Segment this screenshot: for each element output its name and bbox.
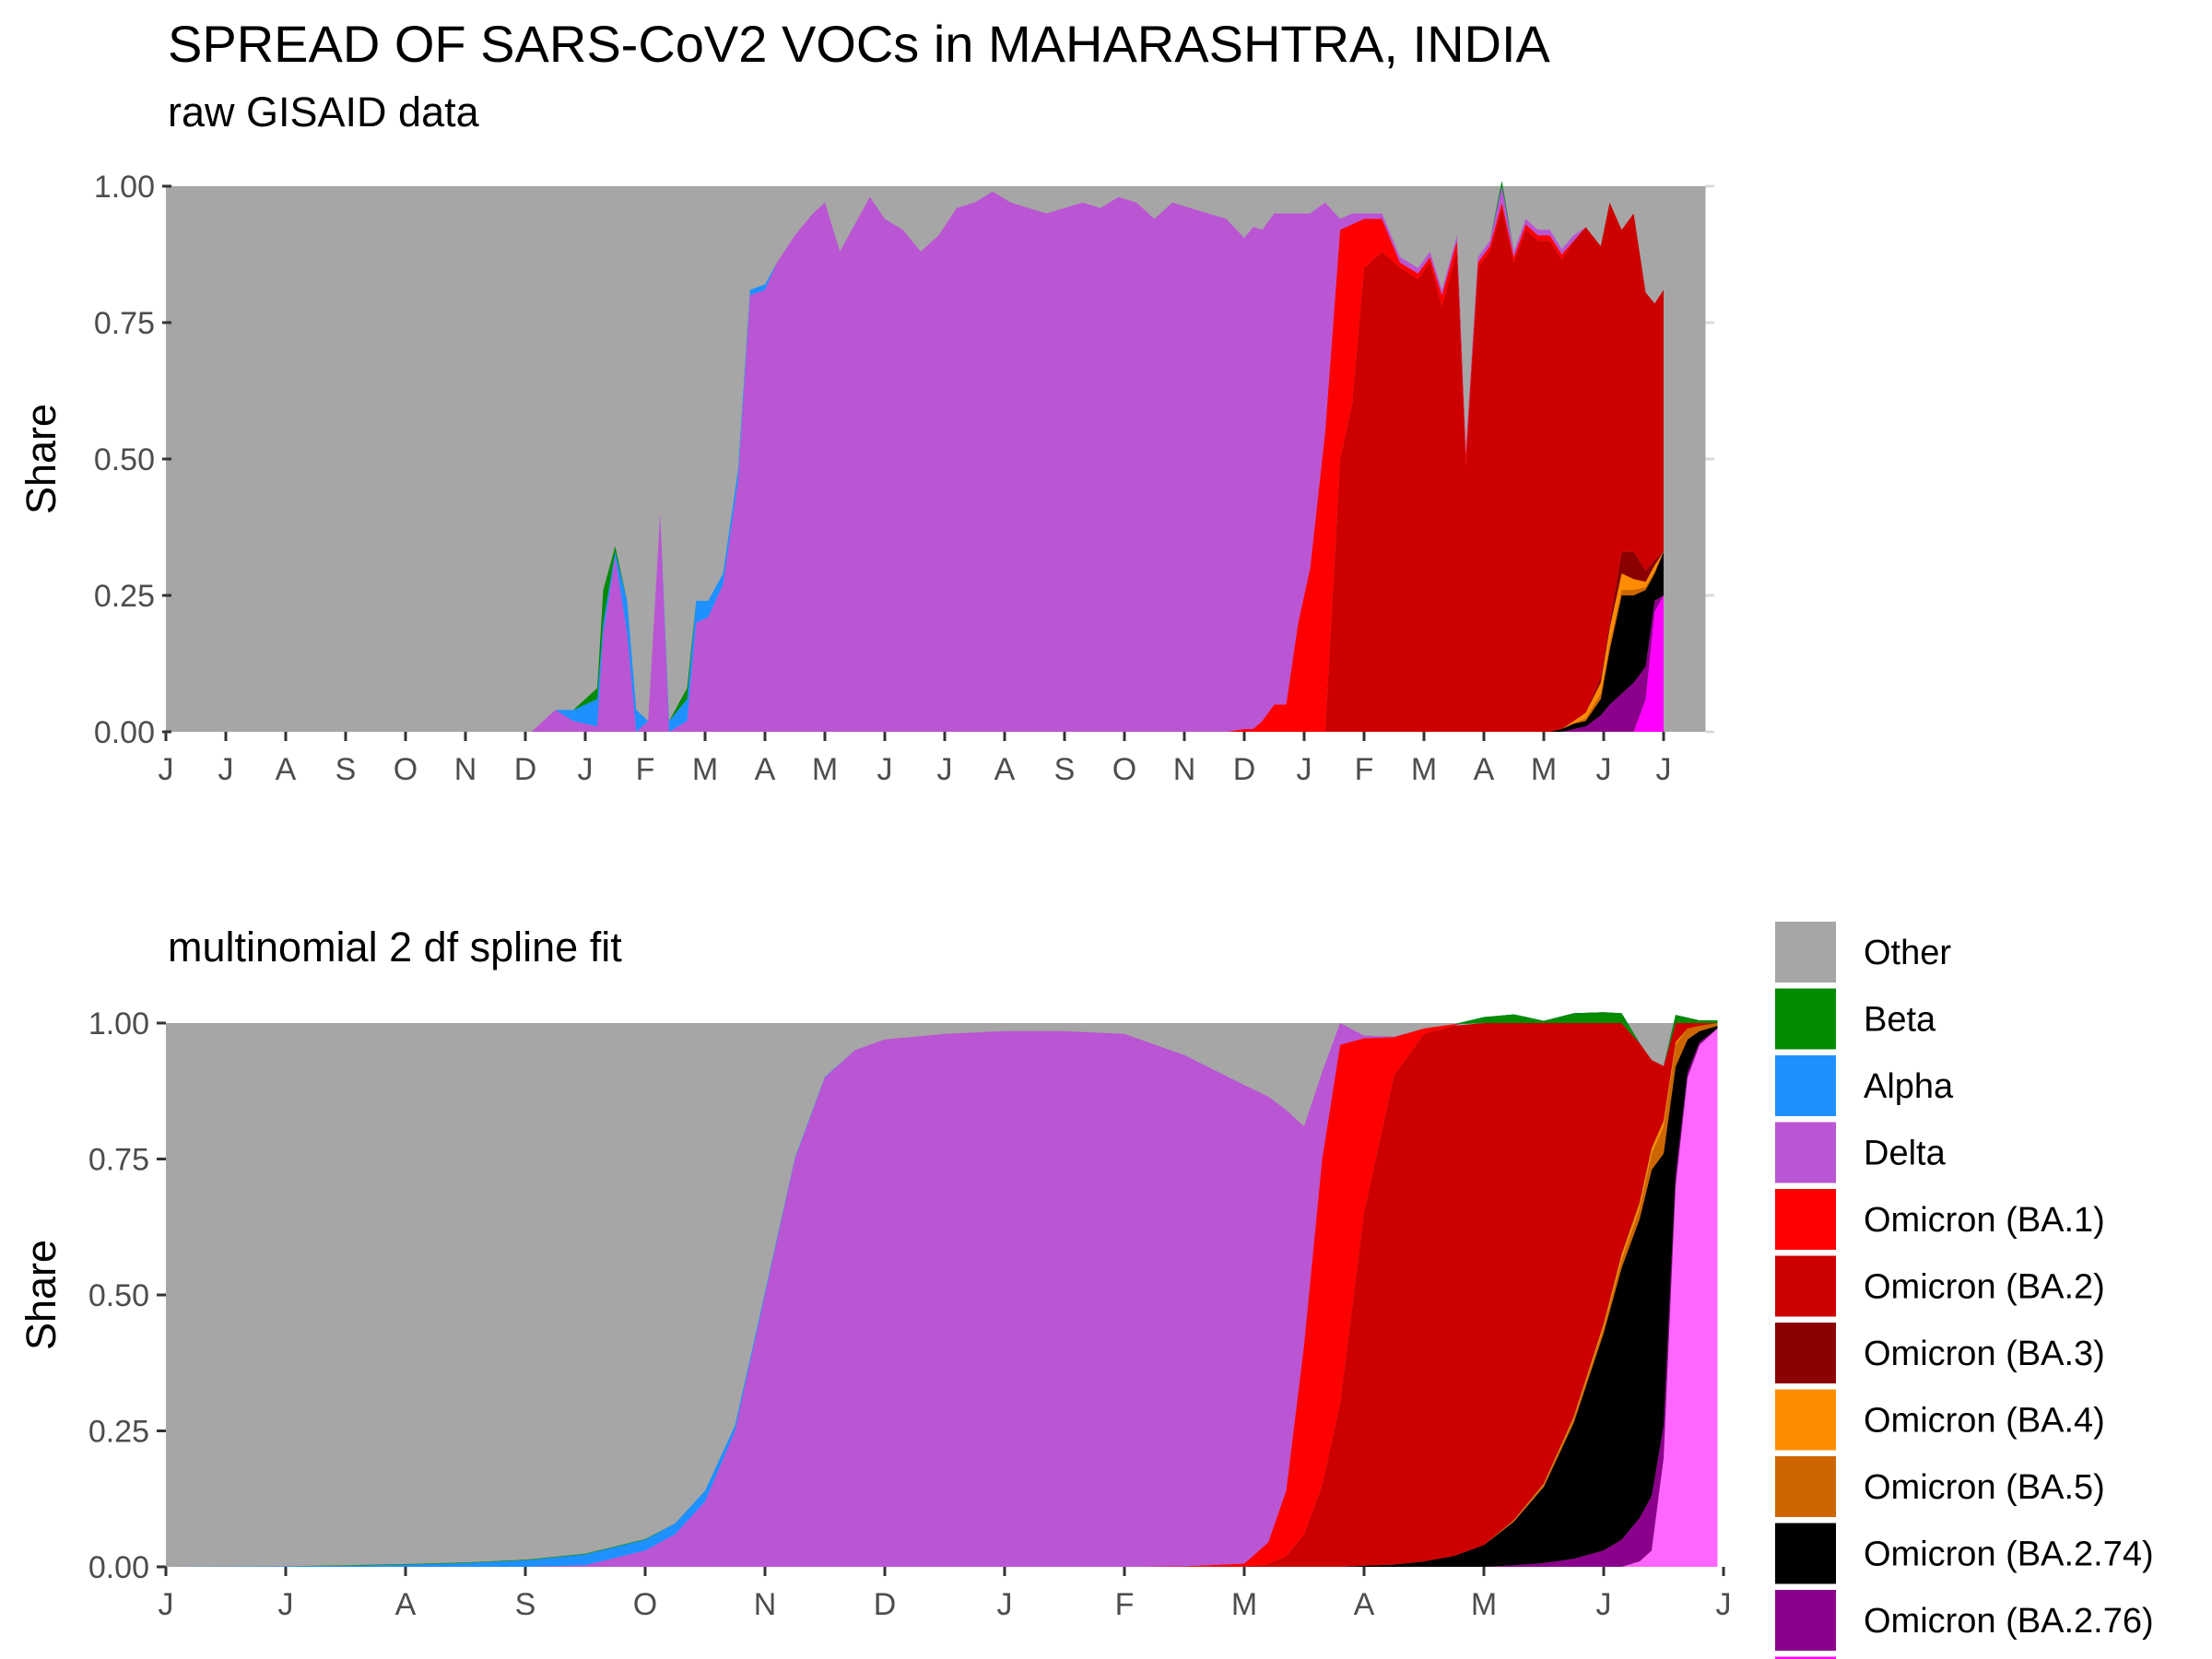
top-area-omicron-ba-2 — [166, 202, 1664, 733]
top-ytick-label: 0.75 — [94, 306, 155, 341]
legend-label-omicron-ba-2: Omicron (BA.2) — [1864, 1268, 2105, 1307]
legend-key-omicron-ba-2-74 — [1775, 1523, 1836, 1584]
top-xtick-label: A — [276, 752, 297, 787]
top-panel: 0.00 0.25 0.50 0.75 1.00 J J A S O N D J F M A M J J A S O N D J… — [18, 170, 1714, 787]
legend-key-omicron-ba-1 — [1775, 1189, 1836, 1250]
legend: Other Beta Alpha Delta Omicron (BA.1) Omicron… — [1775, 922, 2154, 1659]
top-xtick-label: A — [1474, 752, 1495, 787]
legend-label-omicron-ba-2-76: Omicron (BA.2.76) — [1864, 1602, 2154, 1641]
bottom-xtick-label: F — [1115, 1587, 1135, 1622]
top-xtick-label: J — [1297, 752, 1312, 787]
top-xtick-label: J — [578, 752, 594, 787]
legend-label-omicron-ba-2-74: Omicron (BA.2.74) — [1864, 1535, 2154, 1574]
top-chart-subtitle: raw GISAID data — [168, 88, 479, 135]
top-xtick-label: O — [394, 752, 418, 787]
top-xtick-label: A — [755, 752, 776, 787]
top-xtick-label: J — [937, 752, 953, 787]
legend-label-omicron-ba-3: Omicron (BA.3) — [1864, 1335, 2105, 1373]
bottom-xtick-label: J — [1596, 1587, 1612, 1622]
bottom-xtick-label: M — [1471, 1587, 1497, 1622]
bottom-xtick-label: O — [633, 1587, 657, 1622]
bottom-xtick-label: J — [278, 1587, 294, 1622]
bottom-xtick-label: J — [159, 1587, 174, 1622]
bottom-area-delta — [166, 1012, 1718, 1567]
top-ytick-label: 0.50 — [94, 442, 155, 477]
top-xtick-label: J — [1656, 752, 1672, 787]
legend-key-omicron-ba-2-76 — [1775, 1590, 1836, 1651]
bottom-xtick-label: M — [1231, 1587, 1257, 1622]
top-xtick-label: N — [454, 752, 477, 787]
bottom-xtick-label: D — [874, 1587, 897, 1622]
top-xtick-label: O — [1112, 752, 1136, 787]
legend-key-omicron-ba-3 — [1775, 1323, 1836, 1383]
legend-key-omicron-ba-2 — [1775, 1255, 1836, 1317]
bottom-ytick-label: 0.75 — [88, 1143, 149, 1178]
bottom-xtick-label: N — [754, 1587, 777, 1622]
bottom-ytick-label: 1.00 — [88, 1006, 149, 1041]
top-area-delta — [166, 186, 1664, 732]
legend-key-alpha — [1775, 1055, 1836, 1116]
bottom-xtick-label: A — [1354, 1587, 1375, 1622]
bottom-area-omicron-ba-2 — [166, 1023, 1718, 1567]
bottom-ylabel: Share — [18, 1240, 65, 1350]
top-xtick-label: F — [636, 752, 655, 787]
top-xtick-label: F — [1355, 752, 1374, 787]
bottom-ytick-label: 0.00 — [88, 1550, 149, 1585]
legend-label-alpha: Alpha — [1864, 1067, 1954, 1106]
bottom-xtick-label: J — [997, 1587, 1013, 1622]
legend-label-other: Other — [1864, 934, 1951, 972]
top-xtick-label: M — [812, 752, 838, 787]
top-xtick-label: M — [1411, 752, 1437, 787]
bottom-ytick-label: 0.25 — [88, 1415, 149, 1450]
bottom-area-omicron-ba-2-74 — [166, 1026, 1718, 1567]
legend-key-omicron-ba-2-75 — [1775, 1656, 1836, 1659]
bottom-chart-subtitle: multinomial 2 df spline fit — [168, 924, 622, 971]
top-xtick-label: N — [1173, 752, 1196, 787]
legend-label-omicron-ba-5: Omicron (BA.5) — [1864, 1468, 2105, 1507]
top-xtick-label: D — [514, 752, 537, 787]
top-xtick-label: J — [218, 752, 234, 787]
top-xtick-label: J — [159, 752, 174, 787]
top-xtick-label: M — [692, 752, 718, 787]
legend-key-omicron-ba-5 — [1775, 1456, 1836, 1517]
legend-key-omicron-ba-4 — [1775, 1389, 1836, 1451]
legend-label-delta: Delta — [1864, 1135, 1947, 1173]
top-xtick-label: A — [994, 752, 1016, 787]
top-xtick-label: S — [1054, 752, 1076, 787]
top-xtick-label: S — [335, 752, 357, 787]
bottom-ytick-label: 0.50 — [88, 1278, 149, 1313]
legend-label-omicron-ba-1: Omicron (BA.1) — [1864, 1201, 2105, 1240]
legend-label-omicron-ba-4: Omicron (BA.4) — [1864, 1402, 2105, 1441]
legend-key-other — [1775, 922, 1836, 982]
chart-title: SPREAD OF SARS-CoV2 VOCs in MAHARASHTRA,… — [168, 15, 1550, 73]
legend-label-beta: Beta — [1864, 1001, 1936, 1040]
bottom-xtick-label: S — [515, 1587, 536, 1622]
bottom-area-omicron-ba-1 — [166, 1012, 1718, 1567]
bottom-xtick-label: J — [1716, 1587, 1732, 1622]
top-xtick-label: J — [1596, 752, 1612, 787]
top-xtick-label: M — [1531, 752, 1557, 787]
top-xtick-label: J — [877, 752, 893, 787]
top-ytick-label: 0.25 — [94, 579, 155, 614]
bottom-panel: 0.00 0.25 0.50 0.75 1.00 J J A S O N D J F M A M J J Share — [18, 1006, 1732, 1622]
top-ytick-label: 1.00 — [94, 170, 155, 205]
legend-key-beta — [1775, 988, 1836, 1050]
legend-key-delta — [1775, 1122, 1836, 1183]
top-ytick-label: 0.00 — [94, 715, 155, 750]
top-ylabel: Share — [18, 404, 65, 514]
bottom-xtick-label: A — [395, 1587, 417, 1622]
top-xtick-label: D — [1233, 752, 1256, 787]
